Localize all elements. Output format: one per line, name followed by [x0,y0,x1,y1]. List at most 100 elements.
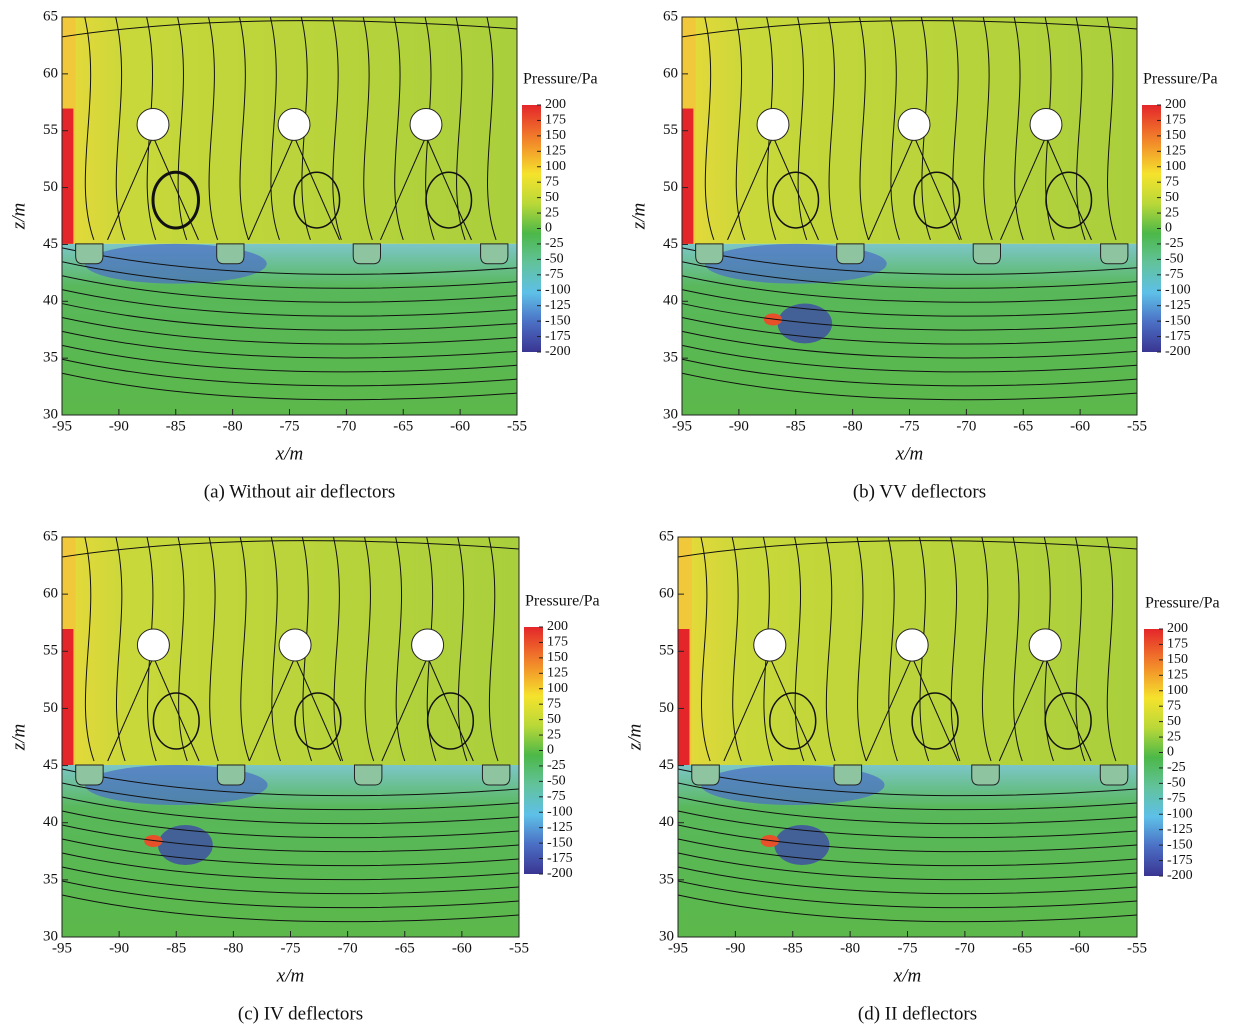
colorbar-tick-label: 200 [547,619,568,634]
colorbar-tick-label: -75 [547,789,566,804]
streamline [61,317,518,345]
wall [682,108,694,244]
streamline [677,782,1138,811]
colorbar-tick-label: -125 [545,298,571,313]
y-tick-label: 40 [43,814,58,830]
y-tick-label: 50 [659,700,674,716]
colorbar-tick-label: -150 [547,835,573,850]
hood [972,243,1001,265]
colorbar-tick-label: -100 [547,804,573,819]
colorbar-tick-label: 125 [1165,144,1186,159]
streamline [457,536,468,762]
streamline [677,852,1138,881]
x-tick-label: -60 [452,940,472,956]
colorbar-title: Pressure/Pa [1143,71,1218,88]
streamline [61,880,520,909]
colorbar-tick-label: 175 [1167,637,1188,652]
colorbar-tick-label: -100 [545,282,571,297]
x-tick-label: -90 [729,418,749,434]
streamline [84,536,95,762]
colorbar-tick-label: 50 [545,190,559,205]
streamline [61,810,520,839]
colorbar-tick-label: -200 [1165,344,1191,359]
streamline [982,16,993,241]
colorbar-tick-label: 25 [545,205,559,220]
x-tick-label: -55 [1127,418,1147,434]
streamline [270,536,281,762]
colorbar-tick-label: 50 [547,712,561,727]
colorbar-tick-label: 200 [1167,621,1188,636]
colorbar-tick-label: 25 [547,727,561,742]
y-tick-label: 50 [43,179,58,195]
x-tick-label: -70 [338,940,358,956]
colorbar-tick-label: 175 [545,113,566,128]
y-tick-label: 50 [43,700,58,716]
colorbar-tick-label: 100 [545,159,566,174]
conductor [753,628,787,662]
y-tick-label: 65 [43,528,58,544]
streamline [61,289,518,317]
streamline [681,372,1138,401]
streamline [61,838,520,867]
colorbar-tick-label: -75 [1167,791,1186,806]
streamline [681,275,1138,303]
y-tick-label: 45 [43,757,58,773]
streamline [681,330,1138,359]
streamline [61,247,518,275]
y-tick-label: 30 [663,406,678,422]
colorbar-tick-label: -150 [545,313,571,328]
y-tick-label: 60 [43,65,58,81]
streamline [208,536,219,762]
colorbar-tick-label: 75 [547,696,561,711]
y-axis-label: z/m [8,724,29,751]
streamline [1012,536,1023,762]
x-tick-label: -65 [393,418,413,434]
streamline [1106,16,1117,241]
vortex [1044,692,1092,750]
streamline [677,796,1138,825]
colorbar-tick-label: 100 [547,681,568,696]
colorbar [1142,105,1161,352]
streamline [238,16,250,241]
streamline [61,824,520,853]
streamline [177,16,188,241]
streamline [362,16,373,241]
y-tick-label: 45 [659,757,674,773]
streamline [677,540,1138,558]
colorbar-tick-label: 125 [545,144,566,159]
colorbar-title: Pressure/Pa [523,71,598,88]
hood [352,243,381,265]
wall [62,108,74,244]
x-tick-label: -60 [1070,940,1090,956]
conductor [277,108,311,141]
streamline [61,358,518,387]
streamline [797,16,808,241]
hood [75,764,104,786]
x-tick-label: -70 [955,940,975,956]
streamline [1075,16,1086,241]
streamline [1106,536,1117,762]
streamline [84,16,95,241]
streamline [61,330,518,359]
streamline [61,540,520,558]
colorbar-tick-label: 150 [1167,652,1188,667]
x-tick-label: -65 [395,940,415,956]
conductor [895,628,929,662]
colorbar-tick-label: 50 [1167,714,1181,729]
low-pressure [777,303,833,344]
streamline [61,796,520,825]
colorbar-tick-label: -25 [1165,236,1184,251]
conductor [1028,628,1062,662]
x-tick-label: -90 [725,940,745,956]
colorbar-tick-label: 0 [547,743,554,758]
streamline [681,289,1138,317]
colorbar-tick-label: -100 [1165,282,1191,297]
colorbar-tick-label: 175 [1165,113,1186,128]
streamline [677,810,1138,839]
y-tick-label: 65 [659,528,674,544]
colorbar-tick-label: 50 [1165,190,1179,205]
x-tick-label: -75 [280,418,300,434]
caption: (a) Without air deflectors [204,481,395,502]
y-tick-label: 55 [43,122,58,138]
streamline [677,824,1138,853]
